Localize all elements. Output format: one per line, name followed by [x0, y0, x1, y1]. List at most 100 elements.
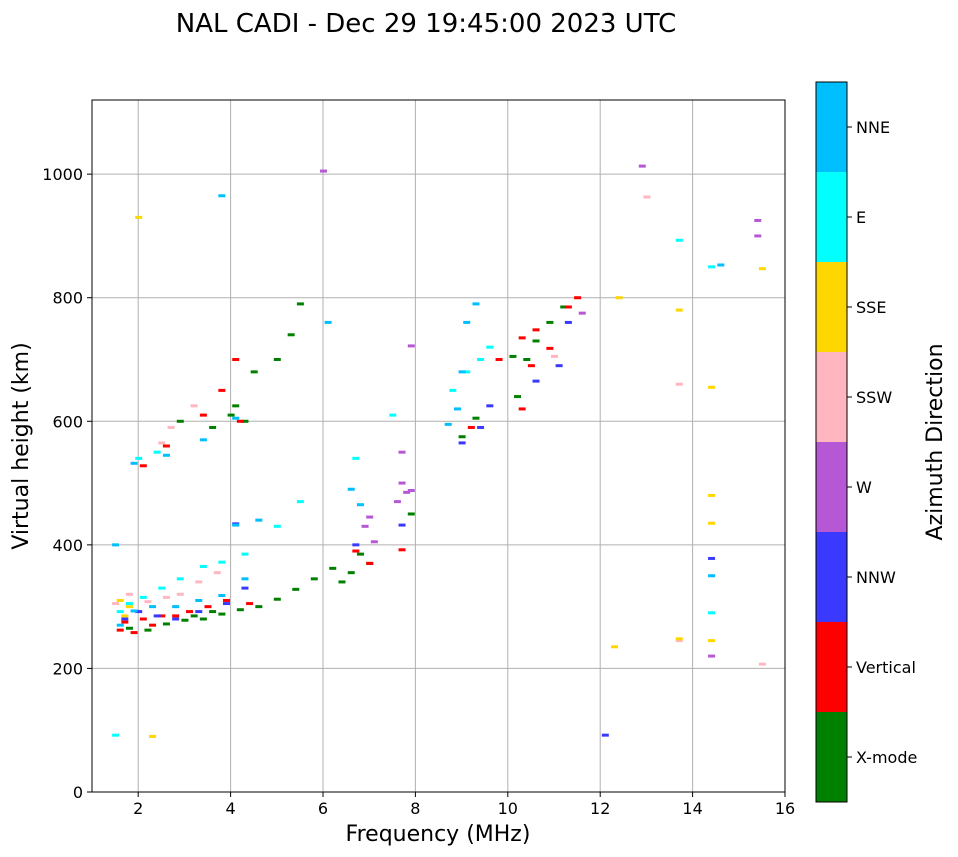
data-point-x-mode [218, 612, 226, 616]
data-point-x-mode [176, 419, 184, 423]
data-point-vertical [158, 614, 166, 618]
grid-lines [92, 100, 785, 792]
data-point-w [398, 481, 406, 485]
x-tick-label: 8 [410, 799, 420, 818]
data-point-e [463, 370, 471, 374]
colorbar-label: W [856, 478, 872, 497]
data-point-nne [708, 574, 716, 578]
data-point-sse [615, 296, 623, 300]
data-point-x-mode [255, 605, 263, 609]
data-point-nnw [241, 586, 249, 590]
data-point-ssw [213, 571, 221, 575]
data-point-ssw [195, 580, 203, 584]
colorbar-label: E [856, 208, 866, 227]
data-point-e [241, 552, 249, 556]
colorbar-frame [815, 81, 848, 803]
data-point-sse [675, 637, 683, 641]
data-point-vertical [546, 346, 554, 350]
data-point-vertical [139, 464, 147, 468]
data-point-ssw [190, 404, 198, 408]
data-point-e [153, 450, 161, 454]
data-point-ssw [167, 425, 175, 429]
y-tick-label: 600 [52, 412, 83, 431]
data-point-ssw [158, 441, 166, 445]
data-point-nnw [532, 379, 540, 383]
data-point-ssw [551, 354, 558, 358]
y-tick-label: 400 [52, 536, 83, 555]
colorbar-label: X-mode [856, 748, 917, 767]
data-point-sse [675, 308, 683, 312]
data-point-vertical [366, 561, 374, 565]
y-axis-ticks: 0 200 400 600 800 1000 [42, 165, 92, 802]
data-point-nne [130, 461, 138, 465]
data-point-nnw [477, 425, 485, 429]
data-point-sse [116, 598, 124, 602]
colorbar-swatch-sse [816, 262, 847, 352]
data-point-ssw [758, 662, 766, 666]
x-tick-label: 12 [590, 799, 610, 818]
data-point-e [135, 456, 143, 460]
colorbar-swatch-e [816, 172, 847, 262]
data-point-e [218, 560, 226, 564]
data-point-nnw [458, 441, 466, 445]
data-point-sse [758, 267, 766, 271]
data-point-nne [255, 518, 263, 522]
data-point-vertical [518, 336, 526, 340]
data-point-x-mode [347, 571, 355, 575]
data-point-w [754, 218, 762, 222]
data-point-e [675, 238, 683, 242]
data-point-x-mode [329, 566, 337, 570]
data-point-nne [130, 609, 138, 613]
data-point-ssw [675, 382, 683, 386]
data-point-x-mode [458, 435, 466, 439]
data-point-nnw [222, 602, 230, 606]
data-point-ssw [112, 602, 120, 606]
data-point-sse [149, 734, 157, 738]
data-point-x-mode [310, 577, 318, 581]
data-point-nnw [708, 556, 716, 560]
data-point-x-mode [209, 610, 217, 614]
data-point-nnw [486, 404, 494, 408]
colorbar-label: Vertical [856, 658, 916, 677]
data-point-x-mode [407, 512, 415, 516]
colorbar-swatch-ssw [816, 352, 847, 442]
data-point-vertical [162, 444, 170, 448]
data-point-sse [708, 385, 716, 389]
data-point-x-mode [273, 358, 281, 361]
colorbar-label: SSE [856, 298, 886, 317]
data-point-x-mode [546, 320, 554, 324]
data-point-e [389, 413, 397, 417]
data-point-w [398, 450, 406, 454]
data-point-x-mode [509, 354, 517, 358]
data-point-x-mode [125, 626, 133, 630]
colorbar-swatch-vertical [816, 622, 847, 712]
data-point-nne [172, 605, 180, 609]
data-point-w [407, 344, 415, 348]
data-point-e [139, 595, 147, 599]
data-point-nnw [555, 364, 563, 368]
data-point-nnw [153, 614, 161, 618]
x-axis-ticks: 2 4 6 8 10 12 14 16 [133, 792, 795, 818]
data-point-vertical [204, 605, 212, 609]
data-point-w [366, 515, 374, 519]
data-point-x-mode [241, 419, 249, 423]
data-point-vertical [564, 305, 572, 309]
x-tick-label: 14 [682, 799, 702, 818]
data-point-ssw [125, 592, 133, 596]
data-point-e [112, 733, 120, 737]
data-point-nne [472, 302, 480, 306]
data-point-e [708, 265, 716, 269]
data-point-nne [218, 594, 226, 598]
data-point-nnw [564, 320, 572, 324]
colorbar-label: SSW [856, 388, 892, 407]
data-point-w [638, 164, 646, 168]
data-point-nnw [172, 617, 180, 621]
data-point-nne [347, 487, 355, 491]
data-point-nnw [398, 523, 406, 527]
data-point-vertical [467, 425, 475, 429]
data-point-vertical [236, 419, 244, 423]
data-point-x-mode [560, 305, 568, 309]
data-point-vertical [398, 548, 406, 552]
data-point-vertical [532, 328, 540, 332]
x-tick-label: 16 [775, 799, 795, 818]
